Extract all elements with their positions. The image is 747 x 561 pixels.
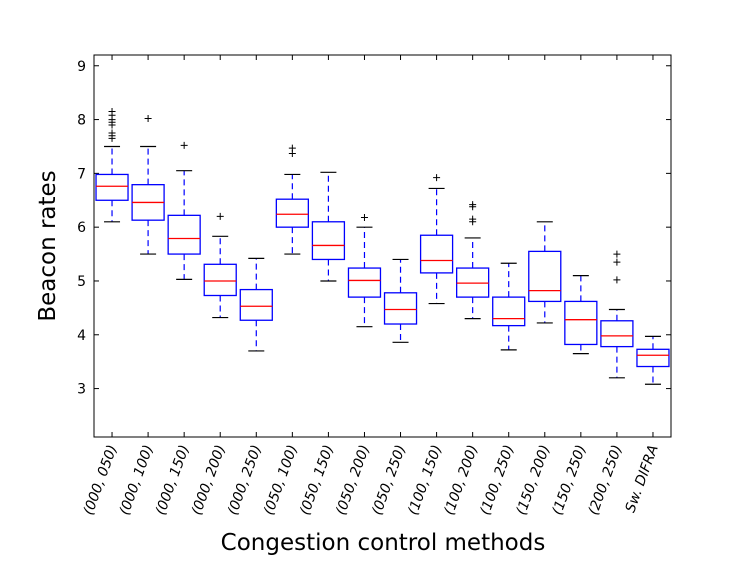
box	[95, 173, 129, 201]
box	[239, 288, 273, 321]
axes-frame	[93, 54, 672, 438]
box	[383, 292, 418, 325]
x-tick-label: (050, 150)	[297, 443, 337, 517]
x-tick-label: (100, 200)	[441, 443, 481, 517]
outlier-marker	[433, 174, 441, 182]
x-tick-label: Sw. DIFRA	[623, 443, 662, 515]
x-tick-label: (100, 250)	[477, 443, 517, 517]
outlier-marker	[180, 141, 188, 149]
x-tick-label: (100, 150)	[405, 443, 445, 517]
x-tick-label: (150, 200)	[513, 443, 553, 517]
outlier-marker	[108, 107, 116, 115]
box	[311, 221, 346, 261]
x-tick-label: (200, 250)	[586, 443, 626, 517]
y-tick-label: 4	[77, 328, 86, 344]
x-tick-label: (000, 100)	[117, 443, 157, 517]
y-tick-label: 7	[77, 166, 86, 182]
box	[419, 234, 454, 274]
box	[167, 214, 201, 255]
x-tick-label: (050, 100)	[261, 443, 301, 517]
box	[347, 267, 382, 298]
outlier-marker	[288, 144, 296, 152]
x-axis-label: Congestion control methods	[221, 530, 546, 556]
x-tick-label: (050, 250)	[369, 443, 409, 517]
box	[600, 320, 634, 348]
box	[528, 250, 562, 303]
x-tick-label: (000, 050)	[81, 443, 121, 517]
box	[492, 296, 526, 327]
x-tick-label: (050, 200)	[333, 443, 373, 517]
box	[564, 300, 598, 346]
box	[203, 263, 237, 297]
y-tick-label: 8	[77, 113, 86, 129]
outlier-marker	[108, 129, 116, 137]
y-tick-label: 5	[77, 274, 86, 290]
outlier-marker	[216, 212, 224, 220]
x-tick-label: (000, 200)	[189, 443, 229, 517]
y-axis-label: Beacon rates	[35, 170, 61, 321]
x-tick-label: (000, 150)	[153, 443, 193, 517]
y-tick-label: 6	[77, 220, 86, 236]
outlier-marker	[613, 258, 621, 266]
box	[636, 348, 670, 368]
outlier-marker	[144, 114, 152, 122]
outlier-marker	[469, 215, 477, 223]
x-tick-label: (150, 250)	[550, 443, 590, 517]
outlier-marker	[469, 201, 477, 209]
outlier-marker	[613, 250, 621, 258]
outlier-marker	[360, 213, 368, 221]
outlier-marker	[613, 276, 621, 284]
y-tick-label: 9	[77, 59, 86, 75]
y-tick-label: 3	[77, 382, 86, 398]
x-tick-label: (000, 250)	[225, 443, 265, 517]
box	[275, 198, 309, 228]
